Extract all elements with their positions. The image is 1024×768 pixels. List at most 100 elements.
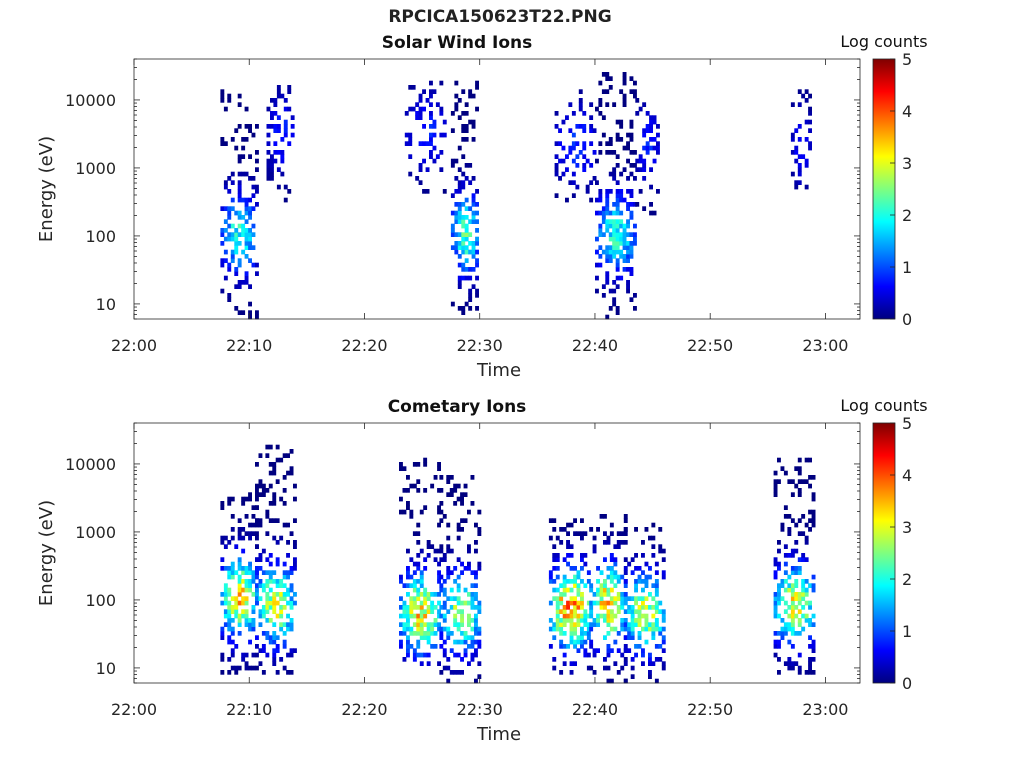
data-cell	[261, 492, 266, 497]
data-cell	[270, 158, 274, 164]
data-cell	[453, 618, 458, 623]
data-cell	[258, 622, 263, 627]
data-cell	[248, 639, 252, 645]
data-cell	[794, 605, 799, 610]
data-cell	[641, 613, 645, 619]
data-cell	[282, 453, 287, 458]
data-cell	[794, 522, 799, 528]
data-cell	[255, 522, 259, 528]
data-cell	[603, 583, 607, 588]
data-cell	[227, 570, 232, 575]
data-cell	[255, 488, 259, 493]
data-cell	[426, 596, 431, 601]
data-cell	[289, 531, 294, 536]
data-cell	[586, 600, 591, 606]
data-cell	[645, 150, 650, 155]
data-cell	[801, 583, 806, 588]
data-cell	[609, 522, 614, 528]
data-cell	[244, 280, 249, 285]
data-cell	[442, 119, 447, 125]
data-cell	[794, 613, 799, 619]
data-cell	[279, 535, 284, 541]
y-tick-label: 100	[85, 591, 116, 610]
data-cell	[460, 527, 464, 532]
data-cell	[265, 618, 270, 623]
data-cell	[241, 613, 246, 619]
data-cell	[641, 587, 645, 593]
data-cell	[276, 115, 281, 120]
data-cell	[790, 583, 795, 588]
data-cell	[641, 596, 645, 601]
data-cell	[402, 609, 407, 614]
data-cell	[569, 553, 574, 558]
data-cell	[237, 583, 242, 588]
data-cell	[230, 652, 235, 658]
data-cell	[416, 626, 421, 632]
data-cell	[797, 137, 802, 142]
data-cell	[608, 150, 613, 155]
data-cell	[227, 206, 232, 211]
data-cell	[442, 557, 447, 562]
data-cell	[237, 280, 242, 285]
data-cell	[554, 124, 559, 129]
data-cell	[223, 236, 228, 242]
data-cell	[456, 527, 461, 532]
data-cell	[601, 232, 606, 237]
data-cell	[552, 544, 557, 549]
data-cell	[439, 635, 444, 640]
data-cell	[255, 462, 259, 467]
data-cell	[286, 622, 290, 627]
data-cell	[460, 639, 464, 645]
data-cell	[801, 579, 806, 584]
data-cell	[266, 171, 271, 177]
data-cell	[566, 553, 570, 558]
data-cell	[589, 583, 594, 588]
data-cell	[804, 137, 809, 142]
data-cell	[399, 466, 403, 471]
data-cell	[460, 561, 464, 567]
data-cell	[409, 583, 414, 588]
data-cell	[439, 111, 444, 116]
data-cell	[626, 206, 630, 211]
data-cell	[609, 648, 614, 653]
data-cell	[251, 206, 256, 211]
data-cell	[404, 141, 409, 146]
data-cell	[561, 158, 566, 164]
data-cell	[558, 128, 562, 133]
data-cell	[589, 180, 594, 185]
data-cell	[430, 609, 435, 614]
data-cell	[783, 514, 788, 519]
data-cell	[608, 219, 613, 224]
data-cell	[268, 587, 273, 593]
data-cell	[265, 509, 270, 515]
data-cell	[641, 570, 645, 575]
data-cell	[418, 98, 423, 103]
data-cell	[456, 600, 461, 606]
data-cell	[446, 574, 451, 580]
data-cell	[552, 518, 557, 523]
data-cell	[627, 648, 632, 653]
data-cell	[801, 557, 806, 562]
data-cell	[797, 89, 802, 94]
data-cell	[234, 145, 239, 151]
data-cell	[629, 124, 634, 129]
data-cell	[282, 622, 287, 627]
data-cell	[644, 622, 649, 627]
data-cell	[571, 145, 576, 151]
data-cell	[230, 574, 235, 580]
data-cell	[559, 618, 564, 623]
data-cell	[454, 232, 459, 237]
data-cell	[419, 570, 424, 575]
data-cell	[649, 124, 653, 129]
data-cell	[605, 72, 610, 77]
data-cell	[248, 197, 252, 203]
data-cell	[471, 267, 476, 272]
data-cell	[289, 652, 294, 658]
data-cell	[475, 275, 479, 281]
data-cell	[454, 102, 459, 107]
data-cell	[470, 644, 475, 649]
data-cell	[416, 566, 421, 571]
data-cell	[477, 626, 482, 632]
data-cell	[616, 579, 621, 584]
data-cell	[612, 236, 617, 242]
